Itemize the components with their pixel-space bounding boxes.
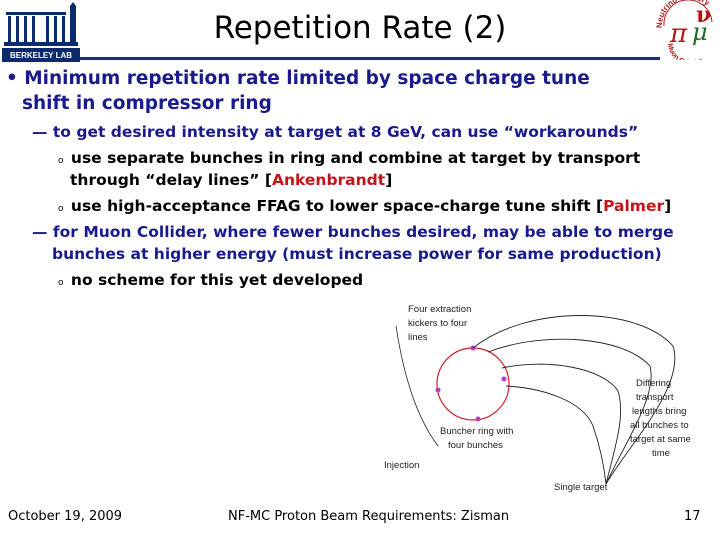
label-ring-2: four bunches (448, 440, 503, 451)
footer-date: October 19, 2009 (8, 509, 123, 524)
bunch-marker (475, 416, 481, 422)
page-number: 17 (684, 509, 701, 524)
label-transport-5: target at same (630, 434, 691, 445)
transport-line (472, 315, 676, 485)
label-ring-1: Buncher ring with (440, 426, 513, 437)
label-transport-3: lengths bring (632, 406, 686, 417)
berkeley-lab-logo: BERKELEY LAB (2, 2, 80, 64)
delay-line-diagram: Four extraction kickers to four lines Di… (368, 296, 708, 496)
sub-bullet-marker: o (58, 278, 64, 288)
label-transport-6: time (652, 448, 670, 459)
label-transport-2: transport (636, 392, 674, 403)
label-transport-4: all bunches to (630, 420, 689, 431)
bunch-marker (435, 387, 441, 393)
footer-title: NF-MC Proton Beam Requirements: Zisman (228, 509, 510, 524)
dash-item-workarounds: — to get desired intensity at target at … (32, 123, 639, 141)
label-transport-1: Differing (636, 378, 671, 389)
buncher-ring (436, 347, 510, 421)
bunch-marker (501, 376, 507, 382)
transport-line (487, 338, 652, 485)
sub-bullet-marker: o (58, 156, 64, 166)
svg-text:μ: μ (692, 18, 708, 46)
main-bullet-line1: • Minimum repetition rate limited by spa… (6, 68, 590, 89)
sub-item-ffag: o use high-acceptance FFAG to lower spac… (58, 197, 672, 215)
nfmc-logo: Neutrino Factory π μ ν Muon Collider (655, 0, 720, 67)
title-rule (80, 57, 660, 60)
sub-item-delay-lines: o use separate bunches in ring and combi… (58, 147, 640, 172)
sub-item-delay-lines-line1: use separate bunches in ring and combine… (70, 149, 641, 167)
logo-text: BERKELEY LAB (10, 51, 72, 60)
svg-text:π: π (669, 19, 688, 49)
label-single-target: Single target (554, 482, 608, 493)
transport-line (501, 363, 622, 485)
label-extraction-2: kickers to four (408, 318, 467, 329)
label-extraction-3: lines (408, 332, 428, 343)
author-ankenbrandt: Ankenbrandt (271, 171, 386, 189)
transport-line (505, 385, 607, 485)
sub-item-no-scheme: o no scheme for this yet developed (58, 271, 364, 289)
main-bullet-line2: shift in compressor ring (22, 93, 272, 114)
label-extraction-1: Four extraction (408, 304, 471, 315)
page-title: Repetition Rate (2) (213, 10, 507, 46)
sub-item-delay-lines-line2: through “delay lines” [Ankenbrandt] (70, 171, 393, 189)
sub-bullet-marker: o (58, 204, 64, 214)
injection-line (395, 325, 439, 447)
label-injection: Injection (384, 460, 419, 471)
author-palmer: Palmer (603, 197, 665, 215)
dash-item-muon-collider-line2: bunches at higher energy (must increase … (52, 245, 662, 263)
dash-item-muon-collider-line1: — for Muon Collider, where fewer bunches… (32, 223, 674, 241)
svg-text:ν: ν (696, 2, 711, 28)
